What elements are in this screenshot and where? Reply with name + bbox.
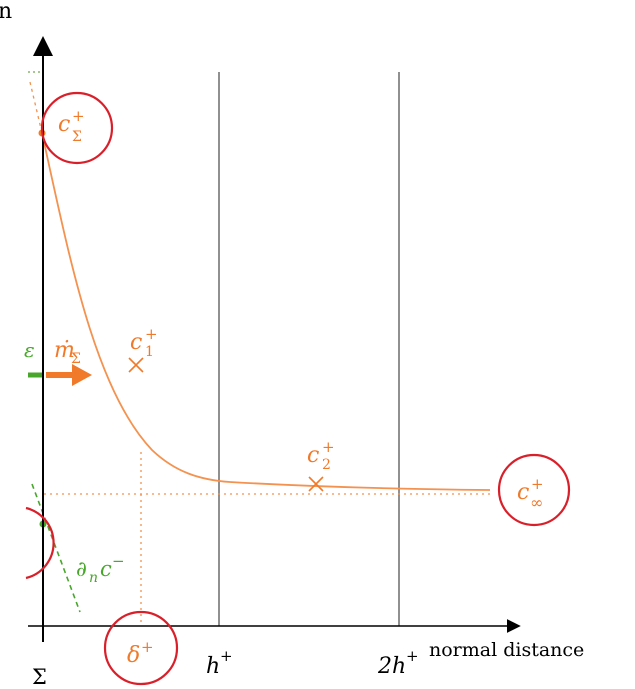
svg-text:c: c xyxy=(307,443,319,468)
h-plus-label: h + xyxy=(206,647,233,679)
svg-text:c: c xyxy=(517,480,529,505)
c2-marker xyxy=(308,476,324,492)
mass-flux-label: ṁ Σ xyxy=(54,338,81,367)
concentration-curve xyxy=(41,132,491,491)
c1-marker xyxy=(128,357,144,373)
svg-text:+: + xyxy=(72,107,85,125)
highlight-c-infinity xyxy=(497,453,571,527)
svg-text:2: 2 xyxy=(322,457,331,473)
svg-text:+: + xyxy=(322,438,335,456)
mass-flux-arrow-head xyxy=(72,364,92,386)
svg-text:ṁ: ṁ xyxy=(54,338,75,363)
c-sigma-label: c + Σ xyxy=(58,107,85,145)
svg-text:−: − xyxy=(112,552,125,570)
c2-label: c + 2 xyxy=(307,438,335,473)
svg-text:+: + xyxy=(220,647,233,665)
svg-text:δ: δ xyxy=(127,643,140,668)
c-infinity-label: c + ∞ xyxy=(517,475,544,512)
svg-text:1: 1 xyxy=(145,344,154,360)
svg-text:2h: 2h xyxy=(377,654,406,679)
svg-text:∂: ∂ xyxy=(76,557,87,581)
y-axis-label-fragment: n xyxy=(0,0,12,24)
c1-label: c + 1 xyxy=(130,325,158,360)
highlight-left-partial xyxy=(25,506,55,580)
svg-text:n: n xyxy=(89,570,98,586)
delta-label: δ + xyxy=(127,638,154,668)
svg-text:+: + xyxy=(141,638,154,656)
svg-text:c: c xyxy=(130,330,142,355)
svg-text:h: h xyxy=(206,654,220,679)
left-orange-dashed xyxy=(29,81,43,134)
svg-text:c: c xyxy=(100,557,112,581)
gradient-line xyxy=(31,483,81,613)
svg-text:Σ: Σ xyxy=(71,351,81,367)
svg-text:∞: ∞ xyxy=(530,493,543,512)
svg-text:+: + xyxy=(406,647,419,665)
x-axis-label: normal distance xyxy=(429,639,584,661)
svg-text:Σ: Σ xyxy=(72,129,82,145)
svg-text:+: + xyxy=(145,325,158,343)
svg-text:c: c xyxy=(58,112,70,137)
highlight-delta xyxy=(103,610,179,686)
gradient-label: ∂ n c − xyxy=(76,552,125,586)
svg-text:+: + xyxy=(531,475,544,493)
sigma-label: Σ xyxy=(32,665,47,689)
two-h-plus-label: 2h + xyxy=(377,647,419,679)
green-label-fragment: ε xyxy=(24,338,35,362)
highlight-c-sigma xyxy=(40,91,114,165)
